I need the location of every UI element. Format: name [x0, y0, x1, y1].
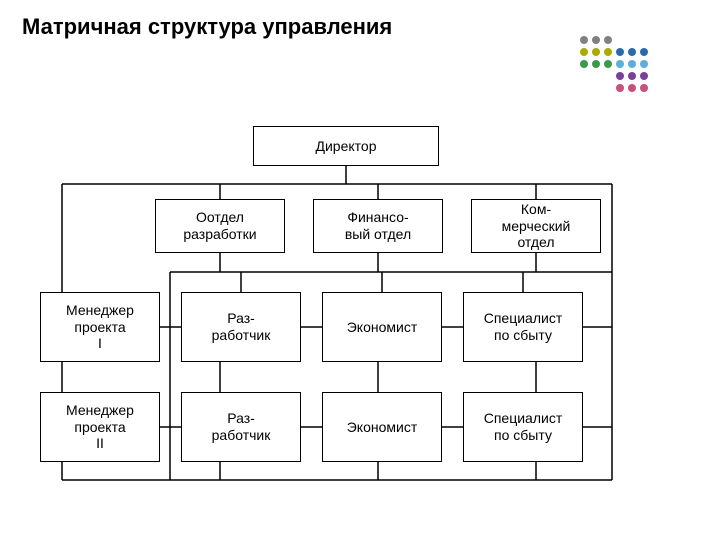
node-r1c2: Экономист	[322, 292, 442, 362]
decor-dot	[604, 48, 612, 56]
node-label: МенеджерпроектаII	[45, 402, 155, 452]
node-r2c1: Раз-работчик	[181, 392, 301, 462]
node-label: Специалистпо сбыту	[468, 310, 578, 344]
node-pm1: МенеджерпроектаI	[40, 292, 160, 362]
decor-dot	[616, 72, 624, 80]
node-r2c2: Экономист	[322, 392, 442, 462]
node-r1c1: Раз-работчик	[181, 292, 301, 362]
node-label: Специалистпо сбыту	[468, 410, 578, 444]
node-label: Экономист	[327, 319, 437, 336]
node-r2c3: Специалистпо сбыту	[463, 392, 583, 462]
decor-dot	[640, 48, 648, 56]
node-r1c3: Специалистпо сбыту	[463, 292, 583, 362]
decor-dot	[592, 60, 600, 68]
node-label: Экономист	[327, 419, 437, 436]
node-dept2: Финансо-вый отдел	[313, 199, 443, 253]
node-dept3: Ком-мерческийотдел	[471, 199, 601, 253]
node-label: Раз-работчик	[186, 310, 296, 344]
node-label: Оотдел разработки	[160, 209, 280, 243]
node-label: Раз-работчик	[186, 410, 296, 444]
node-dept1: Оотдел разработки	[155, 199, 285, 253]
decor-dot	[628, 60, 636, 68]
decor-dot	[604, 60, 612, 68]
decor-dot	[640, 84, 648, 92]
decor-dot	[604, 36, 612, 44]
page-title-text: Матричная структура управления	[22, 14, 392, 39]
node-pm2: МенеджерпроектаII	[40, 392, 160, 462]
decor-dot	[580, 36, 588, 44]
node-label: Ком-мерческийотдел	[476, 201, 596, 251]
node-label: МенеджерпроектаI	[45, 302, 155, 352]
decor-dot	[616, 60, 624, 68]
decor-dot	[640, 60, 648, 68]
decor-dot	[628, 72, 636, 80]
decor-dot	[592, 36, 600, 44]
decor-dot	[628, 84, 636, 92]
decor-dot	[580, 60, 588, 68]
decor-dot	[616, 48, 624, 56]
page-title: Матричная структура управления	[22, 14, 392, 40]
decor-dot	[592, 48, 600, 56]
decor-dot	[628, 48, 636, 56]
node-director: Директор	[253, 126, 439, 166]
decor-dot	[616, 84, 624, 92]
decor-dot	[580, 48, 588, 56]
decor-dot	[640, 72, 648, 80]
node-label: Финансо-вый отдел	[318, 209, 438, 243]
node-label: Директор	[258, 138, 434, 155]
